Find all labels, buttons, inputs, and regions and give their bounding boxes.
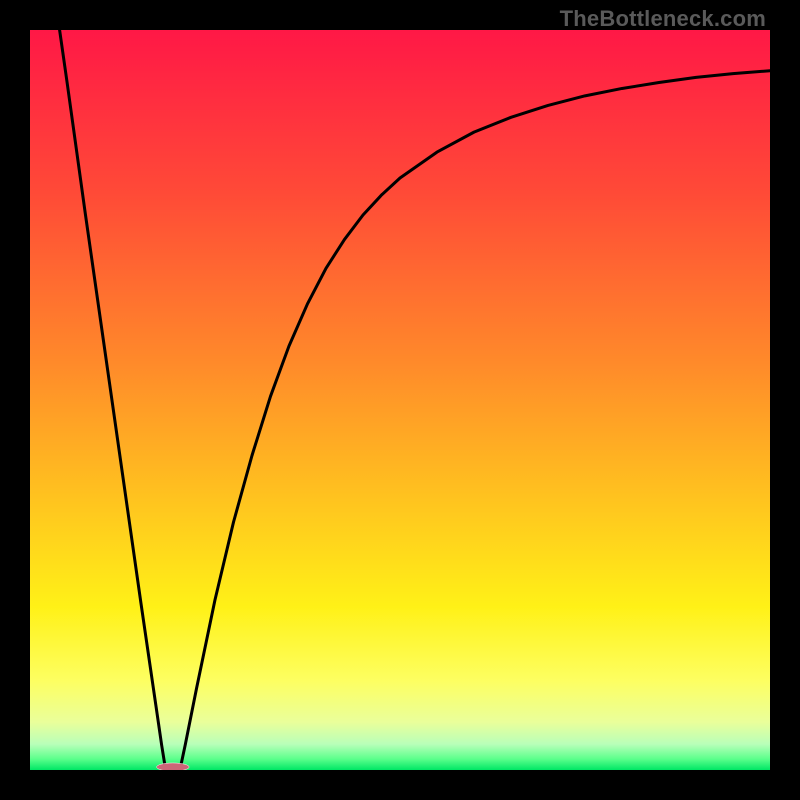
plot-area: [30, 30, 770, 770]
plot-background: [30, 30, 770, 770]
chart-root: TheBottleneck.com: [0, 0, 800, 800]
optimal-marker: [157, 763, 190, 770]
watermark-text: TheBottleneck.com: [560, 6, 766, 32]
plot-svg: [30, 30, 770, 770]
